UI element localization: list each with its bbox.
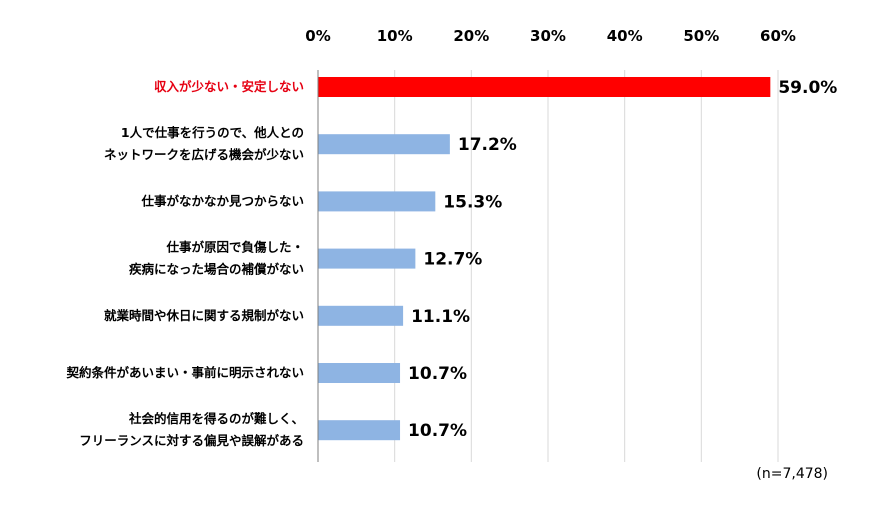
value-label: 11.1% [411,307,470,327]
x-tick-label: 10% [377,27,413,45]
sample-size-note: (n=7,478) [756,466,828,482]
value-labels: 59.0% 17.2% 15.3% 12.7% 11.1% 10.7% 10.7% [408,78,837,441]
grid-lines [394,70,779,462]
x-tick-label: 60% [760,27,796,45]
value-label: 59.0% [778,78,837,98]
category-label: 疾病になった場合の補償がない [129,262,304,277]
bar [318,77,771,97]
value-label: 15.3% [443,192,502,212]
bar [318,420,401,441]
category-label: 収入が少ない・安定しない [154,79,304,94]
bar [318,363,401,383]
bar [318,191,436,212]
bar [318,305,404,326]
value-label: 12.7% [423,250,482,270]
x-tick-label: 30% [530,27,566,45]
category-label: ネットワークを広げる機会が少ない [104,147,304,162]
category-label: 1人で仕事を行うので、他人との [121,125,304,140]
x-tick-label: 0% [305,27,330,45]
category-label: 契約条件があいまい・事前に明示されない [65,365,304,380]
bars [318,77,771,441]
category-label: 社会的信用を得るのが難しく、 [128,411,304,426]
value-label: 17.2% [458,135,517,155]
category-labels: 収入が少ない・安定しない 1人で仕事を行うので、他人とのネットワークを広げる機会が… [65,79,304,448]
bar [318,248,416,269]
category-label: 就業時間や休日に関する規制がない [104,308,304,323]
bar [318,134,450,155]
category-label: 仕事がなかなか見つからない [140,193,304,208]
x-axis-ticks: 0% 10% 20% 30% 40% 50% 60% [305,27,796,45]
category-label: フリーランスに対する偏見や誤解がある [79,433,304,448]
x-tick-label: 50% [683,27,719,45]
x-tick-label: 20% [453,27,489,45]
value-label: 10.7% [408,421,467,441]
x-tick-label: 40% [607,27,643,45]
category-label: 仕事が原因で負傷した・ [165,240,304,255]
value-label: 10.7% [408,364,467,384]
